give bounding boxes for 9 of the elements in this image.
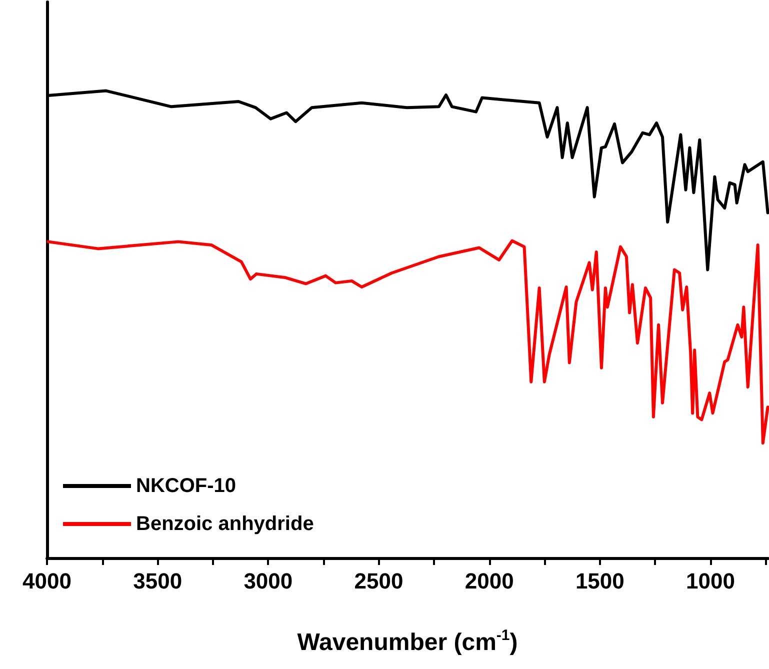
x-tick-label: 1000 [686,568,735,594]
x-tick-label: 2000 [464,568,514,594]
x-tick-label: 3500 [133,568,182,594]
x-tick-label: 3000 [244,568,293,594]
x-tick-label: 4000 [22,568,72,594]
x-tick-label: 2500 [354,568,404,594]
legend-label: NKCOF-10 [136,475,236,497]
x-tick-label: 1500 [575,568,624,594]
legend-label: Benzoic anhydride [136,513,314,535]
